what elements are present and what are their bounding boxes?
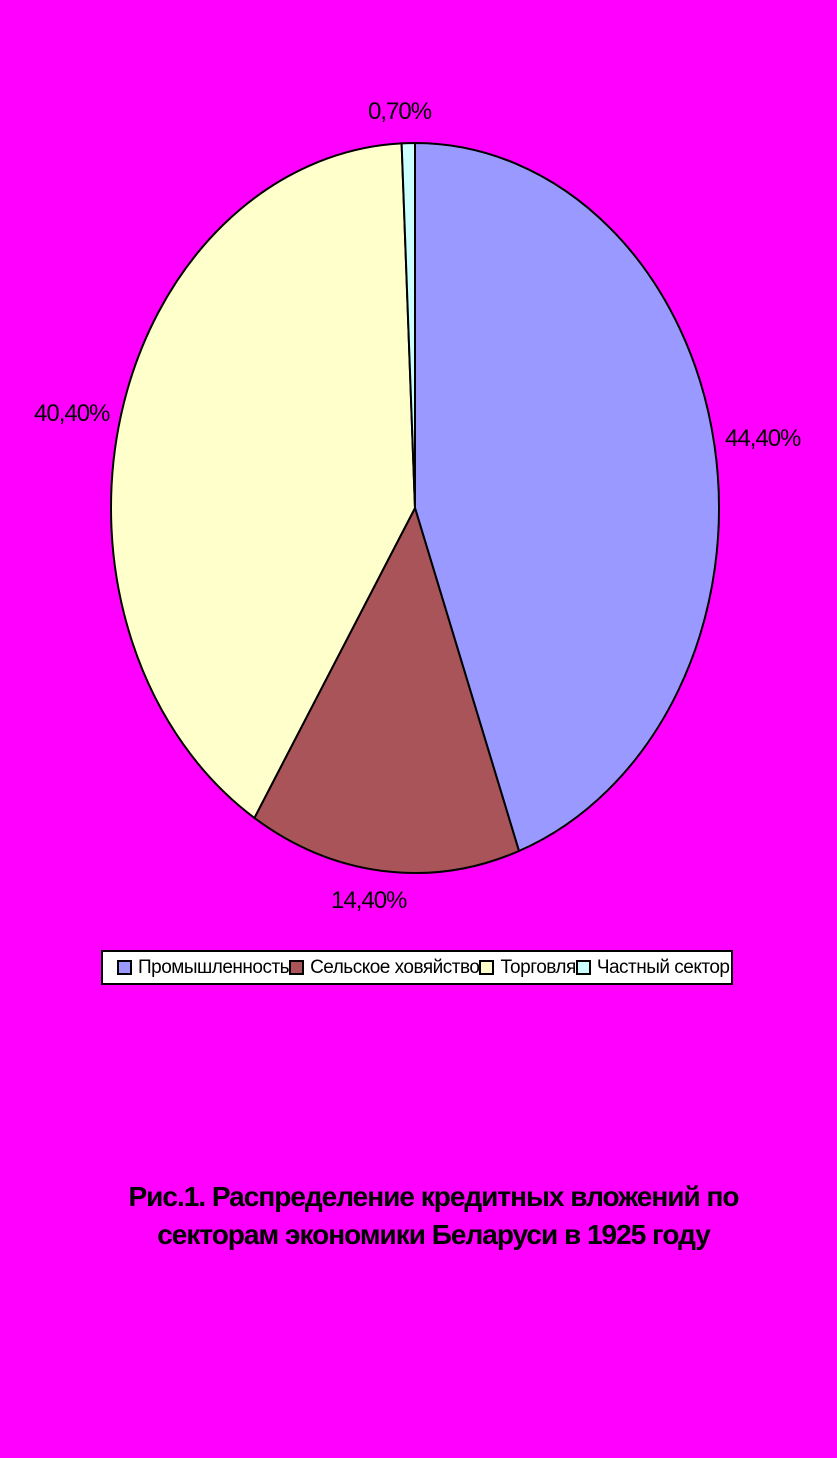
legend-swatch-industry (117, 960, 132, 975)
pie-slice-2 (110, 142, 417, 820)
pie-slice-label-agriculture: 14,40% (331, 887, 407, 914)
legend-item-industry: Промышленность (117, 956, 290, 979)
legend-swatch-trade (479, 960, 495, 975)
pie-slice-label-industry: 44,40% (725, 425, 801, 452)
legend-swatch-agriculture (289, 960, 305, 975)
figure-caption-line1: Рис.1. Распределение кредитных вложений … (128, 1181, 740, 1212)
pie-slice-3 (400, 141, 416, 509)
pie-slice-1 (253, 505, 521, 874)
chart-legend: Промышленность Сельское ховяйство Торгов… (101, 950, 733, 985)
legend-label-trade: Торговля (500, 956, 576, 978)
legend-item-agriculture: Сельское ховяйство (289, 956, 480, 979)
legend-label-private-sector: Частный сектор (596, 956, 730, 978)
legend-item-private-sector: Частный сектор (575, 956, 730, 979)
pie-slice-0 (414, 141, 720, 853)
figure-caption-line2: секторам экономики Беларуси в 1925 году (157, 1219, 711, 1250)
legend-label-agriculture: Сельское ховяйство (310, 956, 480, 978)
pie-slice-label-trade: 40,40% (34, 400, 110, 427)
legend-item-trade: Торговля (479, 956, 576, 979)
legend-swatch-private-sector (575, 960, 591, 975)
pie-slice-label-private-sector: 0,70% (368, 98, 432, 125)
figure-caption: Рис.1. Распределение кредитных вложений … (30, 1178, 837, 1254)
legend-label-industry: Промышленность (138, 956, 290, 978)
